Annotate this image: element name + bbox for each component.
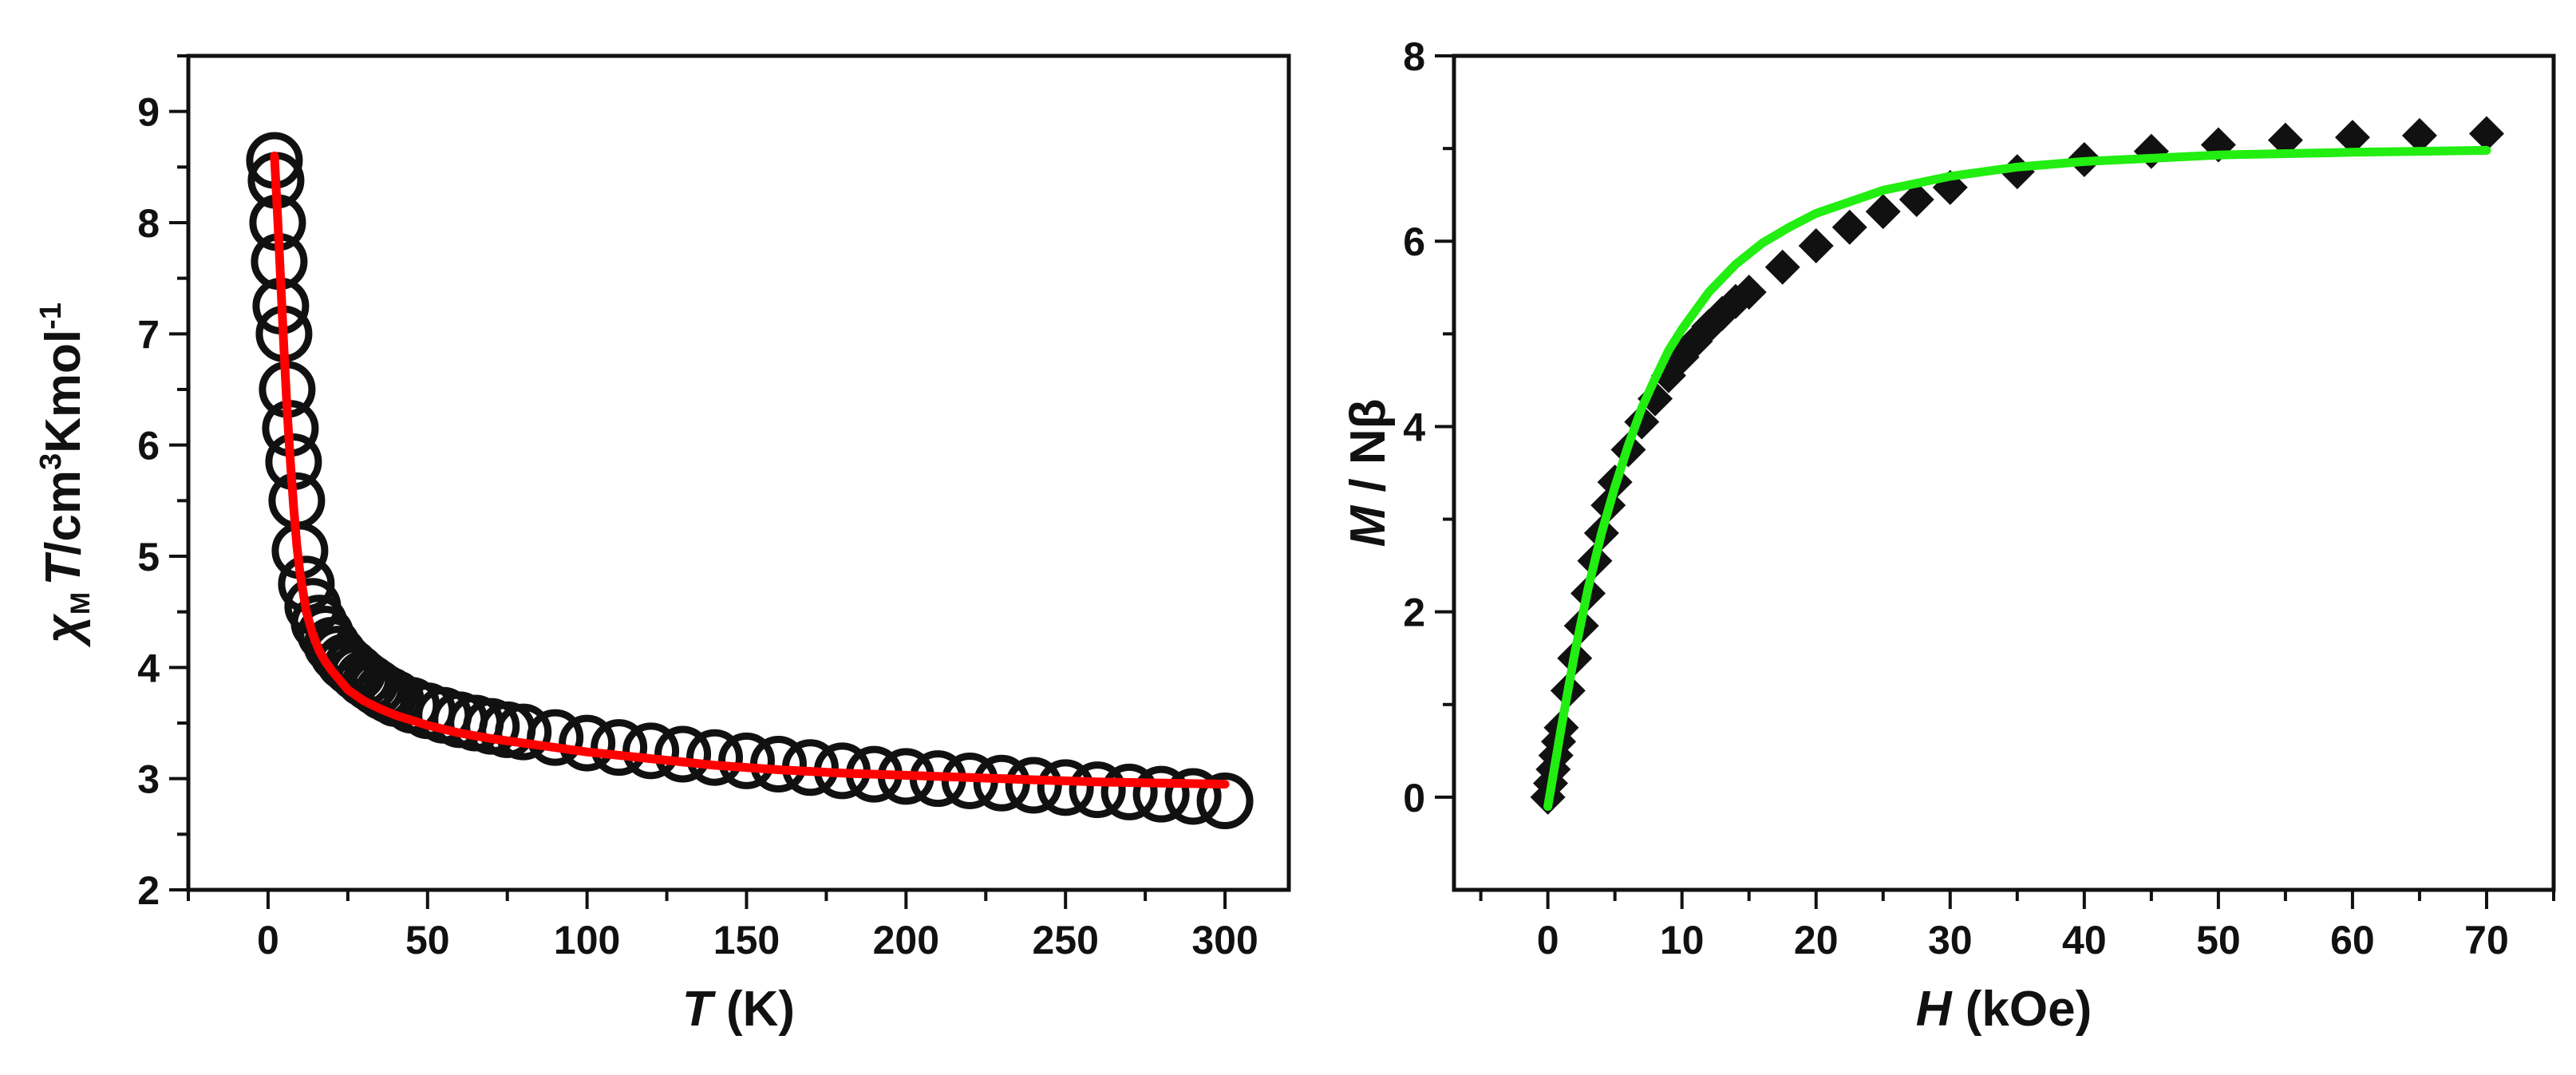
chiT-x-tick-label: 200 [873, 918, 939, 962]
magnetization-data-area [1530, 116, 2504, 815]
magnetization-x-axis-title: H (kOe) [1916, 982, 2092, 1037]
magnetization-data-point [1731, 275, 1767, 310]
chiT-data-point [559, 714, 616, 772]
magnetization-x-tick-label: 60 [2330, 918, 2375, 962]
chiT-data-point [1196, 773, 1254, 830]
magnetization-data-point [1798, 228, 1834, 264]
chiT-plot-frame [186, 53, 1291, 892]
magnetization-data-point [2401, 117, 2437, 153]
chiT-data-point [717, 732, 775, 789]
chiT-data-point [1069, 761, 1126, 819]
chiT-data-point [1164, 768, 1222, 825]
chiT-data-point [654, 725, 712, 783]
chiT-fit-line [270, 151, 1230, 789]
magnetization-x-tick-label: 40 [2062, 918, 2107, 962]
magnetization-y-tick-label: 2 [1403, 591, 1425, 635]
magnetization-y-tick-label: 6 [1403, 219, 1425, 264]
chiT-y-tick-label: 5 [137, 535, 160, 579]
chiT-data-area [246, 132, 1254, 830]
magnetization-y-tick-label: 4 [1403, 405, 1425, 449]
chiT-data-point [622, 722, 680, 780]
chiT-data-point [686, 729, 744, 786]
magnetization-x-tick-label: 20 [1794, 918, 1839, 962]
chart-chiT: 0 50 100 150 200 250 300 2 3 4 5 6 7 8 9 T (K) χMT/cm3Km… [34, 53, 1291, 1037]
magnetization-data-point [1764, 249, 1800, 285]
magnetization-x-tick-label: 50 [2196, 918, 2241, 962]
chiT-y-tick-label: 7 [137, 312, 160, 357]
chiT-y-tick-label: 4 [137, 646, 160, 690]
chiT-data-point [591, 719, 648, 777]
chart-magnetization: 0 10 20 30 40 50 60 70 0 2 4 6 8 H (kOe) M / Nβ [1341, 34, 2556, 1037]
chiT-y-tick-label: 3 [137, 757, 160, 802]
magnetization-x-tick-label: 0 [1537, 918, 1559, 962]
magnetization-y-axis-title: M / Nβ [1341, 399, 1396, 547]
chiT-y-tick-label: 2 [137, 868, 160, 913]
chiT-data-point [1005, 757, 1062, 814]
chiT-data-point [1132, 765, 1190, 823]
chiT-x-tick-label: 300 [1191, 918, 1258, 962]
magnetization-x-tick-label: 30 [1928, 918, 1973, 962]
chiT-data-point [527, 709, 584, 766]
chiT-data-point [1037, 759, 1094, 816]
chiT-x-tick-label: 150 [713, 918, 780, 962]
chiT-x-tick-label: 50 [405, 918, 450, 962]
chiT-y-axis-title: χMT/cm3Kmol-1 [34, 302, 96, 648]
magnetization-x-tick-label: 70 [2464, 918, 2509, 962]
chiT-y-tick-label: 6 [137, 424, 160, 468]
magnetization-data-point [2133, 133, 2169, 169]
magnetization-data-point [2334, 120, 2370, 156]
chiT-x-tick-label: 100 [554, 918, 620, 962]
chiT-x-tick-label: 0 [257, 918, 279, 962]
chiT-data-point [1100, 763, 1158, 820]
magnetization-plot-frame [1452, 53, 2556, 892]
magnetization-data-point [1865, 194, 1901, 230]
magnetization-fit-line [1543, 145, 2491, 811]
chiT-y-tick-label: 8 [137, 201, 160, 246]
magnetization-data-point [2267, 122, 2303, 158]
magnetization-data-point [1831, 209, 1867, 245]
chiT-data-point [495, 703, 552, 761]
magnetization-data-point [2468, 116, 2504, 152]
chiT-x-axis-title: T (K) [682, 982, 795, 1037]
magnetization-x-tick-label: 10 [1660, 918, 1705, 962]
chiT-x-tick-label: 250 [1032, 918, 1098, 962]
magnetization-y-tick-label: 0 [1403, 776, 1425, 820]
magnetization-y-tick-label: 8 [1403, 34, 1425, 79]
chiT-y-tick-label: 9 [137, 90, 160, 135]
magnetization-data-point [1898, 181, 1934, 217]
